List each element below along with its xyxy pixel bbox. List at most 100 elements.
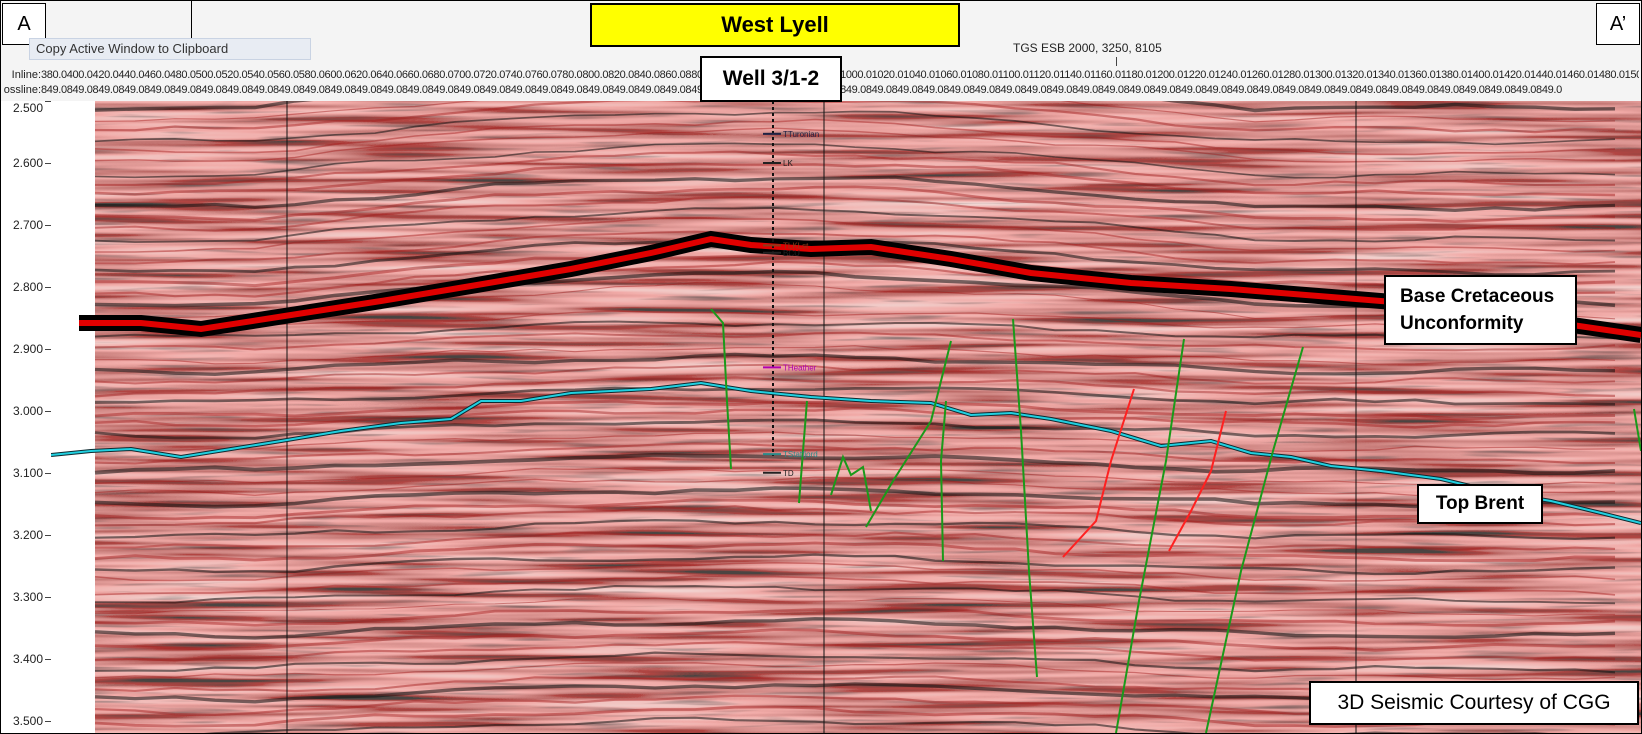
- seismic-reflector: [94, 640, 1616, 662]
- top-brent-horizon: [51, 381, 1641, 524]
- seismic-reflector: [94, 101, 1616, 113]
- seismic-reflector: [94, 376, 1616, 398]
- time-tick-mark: [45, 348, 51, 350]
- seismic-reflector: [94, 118, 1616, 156]
- time-tick-mark: [45, 162, 51, 164]
- page-title: West Lyell: [590, 3, 960, 47]
- copy-to-clipboard-menu-item[interactable]: Copy Active Window to Clipboard: [29, 38, 311, 60]
- well-marker-label: LK: [783, 159, 793, 168]
- seismic-reflector: [94, 110, 1616, 146]
- time-tick-label: 3.200: [13, 527, 44, 542]
- seismic-reflector: [94, 628, 1616, 652]
- fault-green: [1205, 346, 1304, 733]
- seismic-reflector: [94, 363, 1616, 385]
- seismic-reflector: [94, 230, 1616, 266]
- seismic-reflector: [94, 431, 1616, 453]
- well-marker-label: THeather: [783, 363, 817, 372]
- seismic-reflector: [94, 406, 1616, 429]
- time-tick-label: 3.100: [13, 465, 44, 480]
- time-tick-label: 2.800: [13, 279, 44, 294]
- well-label: Well 3/1-2: [700, 56, 842, 102]
- seismic-reflector: [94, 101, 1616, 123]
- time-tick-mark: [45, 410, 51, 412]
- seismic-reflector: [94, 616, 1616, 640]
- crossline-row-label: ossline:: [3, 84, 41, 96]
- time-tick-label: 3.300: [13, 589, 44, 604]
- seismic-reflector: [94, 531, 1616, 551]
- time-axis: 2.500 2.600 2.700 2.800 2.900 3.000 3.100 3.200…: [1, 101, 52, 733]
- seismic-reflector: [94, 310, 1616, 330]
- seismic-reflector: [94, 442, 1616, 465]
- seismic-reflector: [94, 195, 1616, 232]
- fault-red: [1062, 388, 1135, 558]
- section-gridlines: [286, 101, 1357, 733]
- fault-green: [865, 340, 952, 528]
- seismic-reflector: [94, 386, 1616, 406]
- seismic-reflector: [94, 585, 1616, 605]
- seismic-reflector: [94, 597, 1616, 617]
- seismic-reflector: [94, 142, 1616, 179]
- seismic-reflector: [94, 127, 1616, 163]
- seismic-reflector: [94, 662, 1616, 681]
- bcu-horizon: [79, 235, 1641, 338]
- seismic-reflector: [94, 101, 1615, 134]
- time-tick-mark: [45, 101, 51, 102]
- well-marker-label: TLKLst: [783, 241, 809, 250]
- seismic-reflector: [94, 175, 1616, 213]
- seismic-reflector: [94, 320, 1616, 340]
- top-brent-callout: Top Brent: [1417, 484, 1543, 524]
- bcu-callout-line1: Base Cretaceous: [1400, 286, 1555, 307]
- fault-red: [1168, 410, 1227, 552]
- seismic-reflector: [94, 498, 1616, 521]
- time-tick-mark: [45, 658, 51, 660]
- seismic-reflector: [94, 505, 1616, 527]
- seismic-reflector: [94, 206, 1616, 244]
- seismic-reflector: [94, 607, 1616, 627]
- inline-row-label: Inline:: [11, 69, 41, 81]
- seismic-reflector: [94, 553, 1616, 576]
- well-marker-label: BCU: [783, 249, 800, 258]
- seismic-reflector: [203, 716, 1549, 733]
- bcu-callout: Base Cretaceous Unconformity: [1384, 275, 1577, 345]
- fault-layer: [710, 308, 1641, 733]
- fault-green: [798, 400, 808, 504]
- fault-green: [1115, 338, 1185, 733]
- seismic-reflector: [94, 352, 1616, 376]
- time-tick-mark: [45, 286, 51, 288]
- well-marker-label: TD: [783, 469, 794, 478]
- seismic-reflector: [94, 705, 1616, 729]
- seismic-reflector: [94, 345, 1616, 365]
- seismic-reflector: [94, 467, 1616, 486]
- horizon-layer: [51, 230, 1641, 525]
- fault-green: [830, 454, 872, 512]
- seismic-reflector: [94, 185, 1616, 224]
- seismic-reflector: [94, 162, 1616, 197]
- seismic-reflector: [94, 651, 1616, 674]
- time-tick-mark: [45, 720, 51, 722]
- time-tick-label: 2.900: [13, 341, 44, 356]
- well-marker-label: TTuronian: [783, 130, 819, 139]
- survey-tick: [1116, 57, 1117, 66]
- seismic-reflector: [94, 476, 1616, 497]
- time-tick-label: 3.000: [13, 403, 44, 418]
- time-tick-label: 2.700: [13, 217, 44, 232]
- fault-green: [710, 308, 732, 470]
- seismic-reflector: [94, 541, 1616, 563]
- well-marker-label: TStatfjord: [783, 450, 818, 459]
- seismic-reflector: [94, 331, 1616, 352]
- time-tick-mark: [45, 472, 51, 474]
- time-tick-label: 3.500: [13, 713, 44, 728]
- seismic-reflector: [94, 562, 1616, 582]
- time-tick-label: 3.400: [13, 651, 44, 666]
- seismic-reflector: [94, 518, 1616, 541]
- seismic-reflector: [95, 217, 1616, 253]
- section-end-label: A’: [1596, 3, 1640, 45]
- seismic-reflector: [94, 574, 1616, 596]
- header-divider: [191, 1, 192, 47]
- time-tick-mark: [45, 534, 51, 536]
- time-tick-mark: [45, 596, 51, 598]
- survey-label: TGS ESB 2000, 3250, 8105: [1013, 41, 1162, 55]
